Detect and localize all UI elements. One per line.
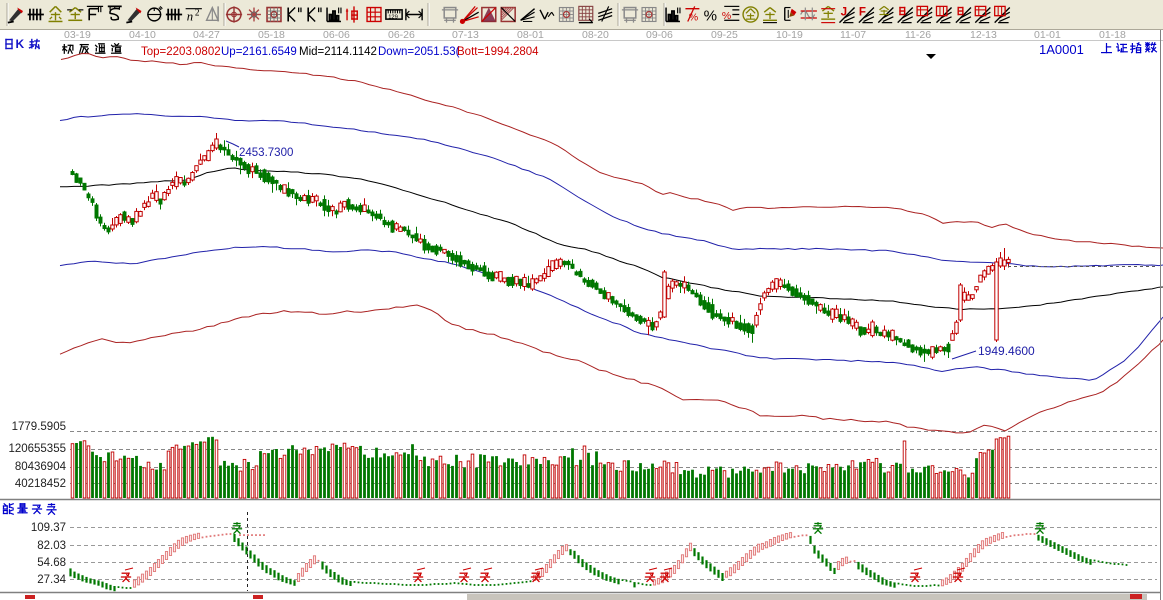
svg-text:Down=2051.53(: Down=2051.53( xyxy=(378,46,460,58)
svg-text:06-26: 06-26 xyxy=(388,29,415,41)
svg-text:%: % xyxy=(722,11,731,22)
svg-text:11-07: 11-07 xyxy=(840,29,866,41)
svg-text:Up=2161.6549: Up=2161.6549 xyxy=(221,46,297,58)
svg-text:27.34: 27.34 xyxy=(37,574,66,586)
svg-text:12-13: 12-13 xyxy=(970,29,997,41)
svg-text:2453.7300: 2453.7300 xyxy=(239,147,293,159)
svg-text:2: 2 xyxy=(195,9,200,19)
svg-text:01-18: 01-18 xyxy=(1099,29,1126,41)
svg-text:40218452: 40218452 xyxy=(15,478,66,490)
svg-text:109.37: 109.37 xyxy=(31,522,66,534)
svg-text:1949.4600: 1949.4600 xyxy=(978,344,1035,358)
svg-text:04-10: 04-10 xyxy=(129,29,156,41)
svg-text:10-19: 10-19 xyxy=(776,29,803,41)
svg-text:Mid=2114.1142: Mid=2114.1142 xyxy=(299,46,377,58)
svg-text:06-06: 06-06 xyxy=(323,29,350,41)
svg-text:04-27: 04-27 xyxy=(193,29,220,41)
svg-text:11-26: 11-26 xyxy=(905,29,931,41)
svg-text:%: % xyxy=(689,12,698,23)
svg-text:120655355: 120655355 xyxy=(8,443,66,455)
svg-text:1A0001: 1A0001 xyxy=(1039,42,1084,57)
svg-text:Bott=1994.2804: Bott=1994.2804 xyxy=(457,46,539,58)
svg-text:%: % xyxy=(704,7,717,24)
svg-text:01-01: 01-01 xyxy=(1034,29,1061,41)
svg-text:J: J xyxy=(841,6,847,19)
svg-text:03-19: 03-19 xyxy=(64,29,91,41)
svg-text:07-13: 07-13 xyxy=(452,29,479,41)
svg-text:1779.5905: 1779.5905 xyxy=(12,421,66,433)
svg-text:129: 129 xyxy=(388,15,398,21)
svg-text:05-18: 05-18 xyxy=(258,29,285,41)
svg-text:09-06: 09-06 xyxy=(646,29,673,41)
svg-text:n: n xyxy=(187,9,193,23)
svg-text:Top=2203.0802: Top=2203.0802 xyxy=(141,46,221,58)
svg-text:08-01: 08-01 xyxy=(517,29,544,41)
svg-text:82.03: 82.03 xyxy=(37,540,66,552)
svg-text:09-25: 09-25 xyxy=(711,29,738,41)
svg-text:80436904: 80436904 xyxy=(15,461,67,473)
svg-text:08-20: 08-20 xyxy=(582,29,609,41)
svg-text:F: F xyxy=(859,6,866,19)
svg-text:K: K xyxy=(16,37,25,51)
svg-text:54.68: 54.68 xyxy=(37,557,66,569)
